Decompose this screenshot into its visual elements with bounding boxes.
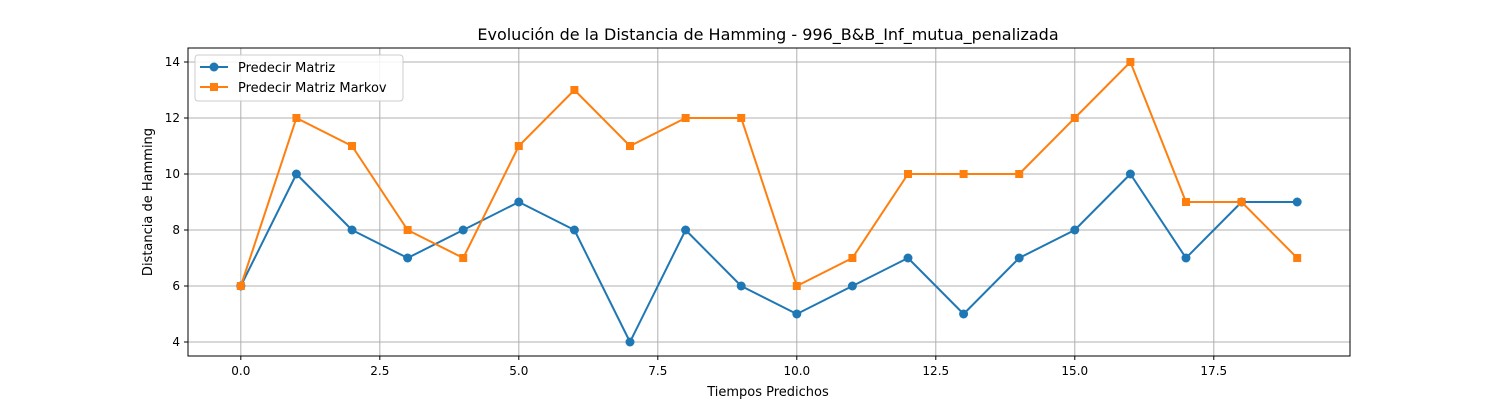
y-tick-label: 12 (165, 111, 180, 125)
x-tick-label: 15.0 (1061, 364, 1088, 378)
data-point (459, 226, 468, 235)
data-point (960, 170, 968, 178)
x-axis-label: Tiempos Predichos (706, 385, 829, 400)
data-point (515, 142, 523, 150)
x-tick-label: 17.5 (1200, 364, 1227, 378)
data-point (682, 114, 690, 122)
legend-label: Predecir Matriz Markov (238, 81, 387, 96)
data-point (1126, 58, 1134, 66)
data-point (1015, 254, 1024, 263)
data-point (793, 282, 801, 290)
legend-marker (210, 83, 218, 91)
data-point (514, 198, 523, 207)
data-point (237, 282, 245, 290)
y-tick-label: 14 (165, 55, 180, 69)
legend-marker (210, 63, 219, 72)
data-point (959, 310, 968, 319)
legend: Predecir Matriz Predecir Matriz Markov (195, 55, 403, 101)
y-axis-label: Distancia de Hamming (141, 128, 156, 276)
data-point (737, 282, 746, 291)
data-point (1182, 198, 1190, 206)
data-point (904, 170, 912, 178)
data-point (1293, 198, 1302, 207)
data-point (626, 142, 634, 150)
data-point (292, 170, 301, 179)
x-tick-label: 5.0 (509, 364, 528, 378)
x-tick-label: 7.5 (648, 364, 667, 378)
data-point (570, 226, 579, 235)
data-point (292, 114, 300, 122)
x-tick-label: 12.5 (922, 364, 949, 378)
x-tick-label: 0.0 (231, 364, 250, 378)
legend-label: Predecir Matriz (238, 61, 335, 76)
data-point (1238, 198, 1246, 206)
data-point (626, 338, 635, 347)
data-point (1015, 170, 1023, 178)
data-point (1181, 254, 1190, 263)
data-point (348, 142, 356, 150)
data-point (792, 310, 801, 319)
data-point (848, 282, 857, 291)
data-point (1070, 226, 1079, 235)
x-tick-label: 2.5 (370, 364, 389, 378)
data-point (1293, 254, 1301, 262)
y-tick-label: 8 (172, 223, 180, 237)
data-point (348, 226, 357, 235)
data-point (681, 226, 690, 235)
data-point (404, 226, 412, 234)
data-point (1126, 170, 1135, 179)
chart-title: Evolución de la Distancia de Hamming - 9… (477, 25, 1058, 45)
data-point (737, 114, 745, 122)
x-tick-label: 10.0 (783, 364, 810, 378)
data-point (403, 254, 412, 263)
data-point (570, 86, 578, 94)
data-point (903, 254, 912, 263)
y-tick-label: 10 (165, 167, 180, 181)
data-point (1071, 114, 1079, 122)
data-point (848, 254, 856, 262)
y-tick-label: 6 (172, 279, 180, 293)
data-point (459, 254, 467, 262)
y-tick-label: 4 (172, 335, 180, 349)
